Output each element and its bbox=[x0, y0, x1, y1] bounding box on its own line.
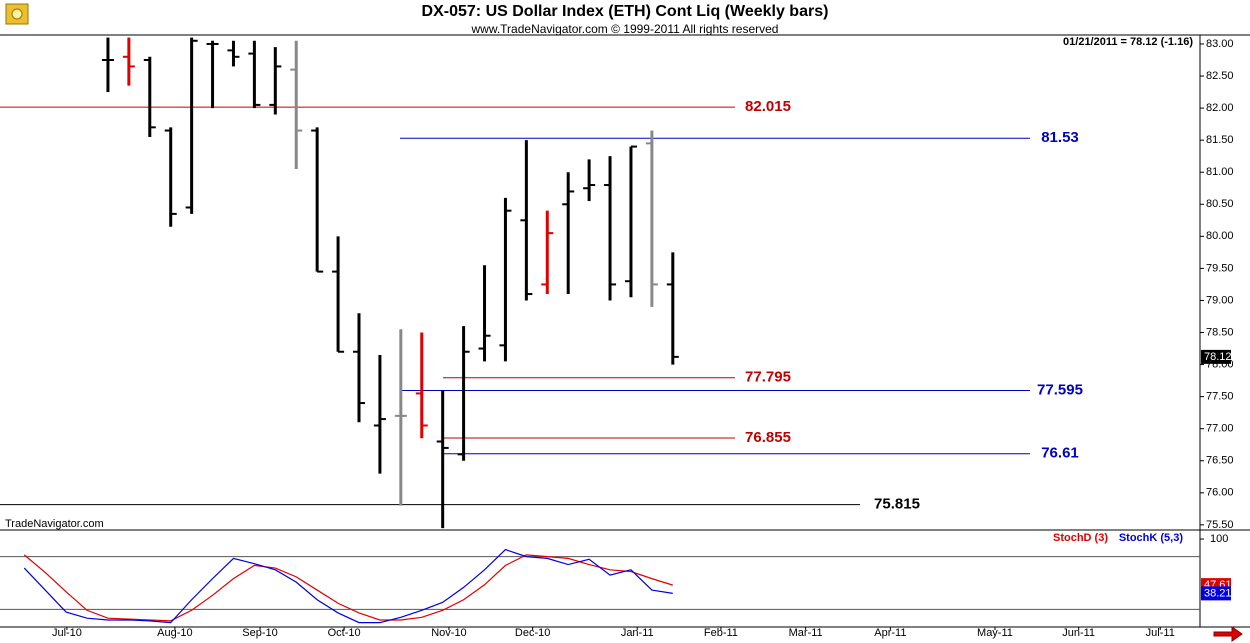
watermark: TradeNavigator.com bbox=[5, 518, 104, 530]
chart-subtitle: www.TradeNavigator.com © 1999-2011 All r… bbox=[471, 22, 779, 36]
y-tick-label: 76.50 bbox=[1206, 455, 1234, 467]
level-label: 81.53 bbox=[1041, 129, 1079, 146]
y-tick-label: 80.00 bbox=[1206, 230, 1234, 242]
legend-entry: StochD (3) bbox=[1053, 532, 1108, 544]
x-tick-label: Aug-10 bbox=[157, 627, 192, 639]
x-tick-label: May-11 bbox=[977, 627, 1013, 639]
level-label: 77.795 bbox=[745, 369, 791, 386]
level-label: 77.595 bbox=[1037, 382, 1083, 399]
level-label: 75.815 bbox=[874, 496, 920, 513]
y-tick-label: 76.00 bbox=[1206, 487, 1234, 499]
x-tick-label: Jun-11 bbox=[1062, 627, 1095, 639]
legend-entry: StochK (5,3) bbox=[1119, 532, 1184, 544]
y-tick-label: 82.00 bbox=[1206, 102, 1234, 114]
stoch-line bbox=[23, 548, 673, 624]
logo bbox=[5, 3, 29, 25]
y-tick-label: 83.00 bbox=[1206, 38, 1234, 50]
chart-title: DX-057: US Dollar Index (ETH) Cont Liq (… bbox=[422, 3, 829, 20]
info-label: 01/21/2011 = 78.12 (-1.16) bbox=[1063, 36, 1193, 48]
y-tick-label: 100 bbox=[1210, 533, 1228, 545]
x-tick-label: Oct-10 bbox=[328, 627, 361, 639]
y-tick-label: 77.00 bbox=[1206, 423, 1234, 435]
y-tick-label: 79.00 bbox=[1206, 294, 1234, 306]
last-price-tag bbox=[1201, 349, 1231, 364]
level-label: 82.015 bbox=[745, 98, 791, 115]
last-price-label: 78.12 bbox=[1204, 351, 1232, 363]
x-tick-label: Nov-10 bbox=[431, 627, 466, 639]
x-tick-label: Jul-10 bbox=[52, 627, 82, 639]
y-tick-label: 81.00 bbox=[1206, 166, 1234, 178]
y-tick-label: 81.50 bbox=[1206, 134, 1234, 146]
y-tick-label: 80.50 bbox=[1206, 198, 1234, 210]
y-tick-label: 75.50 bbox=[1206, 519, 1234, 531]
x-tick-label: Feb-11 bbox=[704, 627, 738, 639]
x-tick-label: Jan-11 bbox=[621, 627, 654, 639]
y-tick-label: 77.50 bbox=[1206, 391, 1234, 403]
x-tick-label: Apr-11 bbox=[874, 627, 906, 639]
x-tick-label: Mar-11 bbox=[789, 627, 823, 639]
x-tick-label: Dec-10 bbox=[515, 627, 550, 639]
y-tick-label: 78.50 bbox=[1206, 326, 1234, 338]
value-tag-label: 38.21 bbox=[1204, 587, 1232, 599]
y-tick-label: 82.50 bbox=[1206, 70, 1234, 82]
scroll-arrow[interactable] bbox=[1213, 626, 1243, 642]
stoch-line bbox=[23, 554, 673, 622]
x-tick-label: Sep-10 bbox=[242, 627, 277, 639]
value-tag bbox=[1201, 586, 1231, 601]
x-tick-label: Jul-11 bbox=[1146, 627, 1175, 639]
level-label: 76.61 bbox=[1041, 445, 1079, 462]
y-tick-label: 79.50 bbox=[1206, 262, 1234, 274]
level-label: 76.855 bbox=[745, 429, 791, 446]
